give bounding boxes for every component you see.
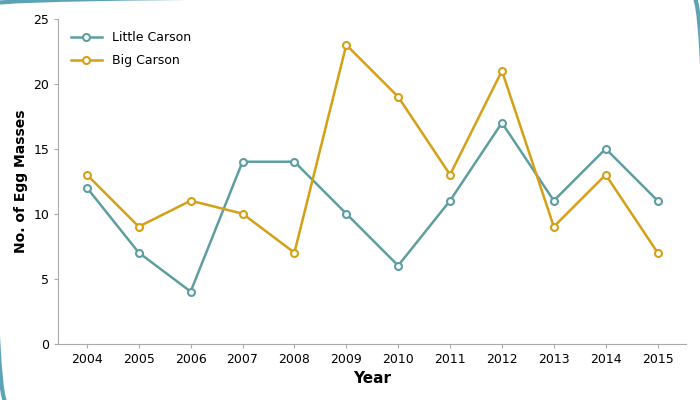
- Little Carson: [83, 185, 91, 190]
- Big Carson: [186, 198, 195, 203]
- Little Carson: [134, 250, 143, 255]
- Little Carson: [290, 159, 299, 164]
- Little Carson: [498, 120, 506, 125]
- Little Carson: [342, 211, 351, 216]
- Little Carson: [601, 146, 610, 151]
- X-axis label: Year: Year: [354, 371, 391, 386]
- Big Carson: [342, 42, 351, 47]
- Big Carson: [83, 172, 91, 177]
- Big Carson: [498, 68, 506, 73]
- Big Carson: [601, 172, 610, 177]
- Big Carson: [550, 224, 558, 229]
- Legend: Little Carson, Big Carson: Little Carson, Big Carson: [64, 25, 197, 74]
- Little Carson: [186, 289, 195, 294]
- Big Carson: [446, 172, 454, 177]
- Little Carson: [653, 198, 662, 203]
- Little Carson: [550, 198, 558, 203]
- Y-axis label: No. of Egg Masses: No. of Egg Masses: [14, 110, 28, 253]
- Big Carson: [290, 250, 299, 255]
- Big Carson: [394, 94, 402, 99]
- Line: Big Carson: Big Carson: [83, 41, 661, 256]
- Little Carson: [238, 159, 246, 164]
- Little Carson: [394, 263, 402, 268]
- Line: Little Carson: Little Carson: [83, 119, 661, 295]
- Big Carson: [653, 250, 662, 255]
- Big Carson: [238, 211, 246, 216]
- Little Carson: [446, 198, 454, 203]
- Big Carson: [134, 224, 143, 229]
